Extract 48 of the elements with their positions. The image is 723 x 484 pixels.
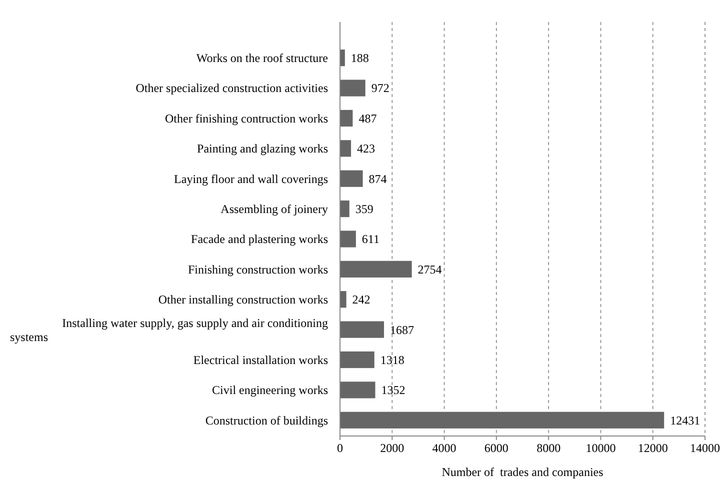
data-label: 874 (368, 172, 387, 186)
x-tick-label: 6000 (484, 441, 508, 455)
data-label: 1318 (380, 352, 404, 367)
x-tick-label: 10000 (586, 441, 616, 455)
bar (340, 80, 366, 96)
data-label: 423 (357, 142, 376, 156)
data-label: 188 (350, 51, 369, 66)
bar (340, 260, 412, 278)
data-label: 1687 (390, 322, 414, 337)
bar (340, 291, 346, 308)
y-tick-label: Installing water supply, gas supply and air conditioning systems (10, 316, 328, 344)
bar (340, 50, 345, 66)
y-tick-label: Civil engineering works (212, 383, 328, 398)
y-tick-label: Painting and glazing works (197, 142, 328, 156)
bar (340, 382, 376, 398)
y-tick-label: Construction of buildings (205, 413, 328, 428)
data-label: 359 (355, 202, 374, 216)
bar (340, 351, 374, 368)
bar (340, 170, 363, 187)
data-label: 12431 (670, 413, 700, 428)
bar (340, 321, 384, 338)
y-tick-label: Other installing construction works (158, 292, 328, 307)
y-tick-label: Laying floor and wall coverings (174, 172, 328, 186)
bar (340, 230, 356, 248)
y-tick-label: Other specialized construction activities (136, 81, 328, 96)
bar (340, 110, 353, 127)
x-tick-label: 8000 (536, 441, 561, 455)
bar (340, 140, 352, 157)
x-tick-label: 0 (337, 441, 343, 455)
data-label: 487 (358, 111, 377, 126)
y-tick-label: Facade and plastering works (191, 232, 328, 246)
data-label: 2754 (418, 262, 442, 276)
x-tick-label: 4000 (432, 441, 456, 455)
y-tick-label: Electrical installation works (193, 352, 328, 367)
data-label: 242 (352, 292, 370, 307)
bar (340, 412, 664, 428)
x-tick-label: 14000 (690, 441, 720, 455)
x-tick-label: 2000 (380, 441, 404, 455)
y-tick-label: Works on the roof structure (196, 51, 328, 66)
y-tick-label: Assembling of joinery (220, 202, 328, 216)
data-label: 972 (371, 81, 390, 96)
y-tick-label: Finishing construction works (188, 262, 328, 276)
data-label: 611 (362, 232, 380, 246)
data-label: 1352 (381, 383, 406, 398)
x-axis-title: Number of trades and companies (442, 465, 604, 479)
x-tick-label: 12000 (638, 441, 668, 455)
bar (340, 200, 350, 218)
y-tick-label: Other finishing contruction works (165, 111, 328, 126)
